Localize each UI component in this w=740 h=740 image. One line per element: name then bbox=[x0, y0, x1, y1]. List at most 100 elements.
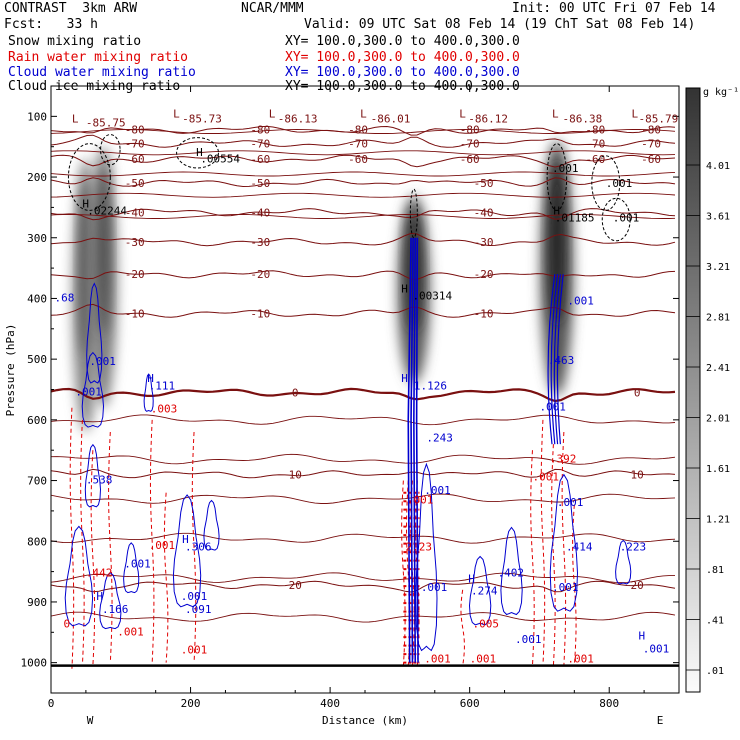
contour-annotation: .001 bbox=[552, 581, 579, 594]
cloud-water-blob-west-700 bbox=[84, 443, 102, 508]
temperature-label: -30 bbox=[474, 236, 494, 249]
contour-annotation: -86.13 bbox=[278, 112, 318, 125]
temperature-contour--50 bbox=[51, 177, 676, 188]
contour-annotation: -86.38 bbox=[562, 112, 602, 125]
cloud-water-blob-115 bbox=[123, 542, 140, 594]
colorbar-label: 1.21 bbox=[706, 515, 730, 526]
contour-annotation: .274 bbox=[471, 585, 498, 598]
temperature-label: -80 bbox=[460, 124, 480, 137]
rain-contour-0 bbox=[69, 407, 75, 669]
rain-contour-15 bbox=[561, 431, 567, 666]
snow-core-0 bbox=[79, 180, 92, 356]
colorbar-unit: g kg⁻¹ bbox=[703, 87, 739, 98]
rain-contour-6 bbox=[191, 431, 197, 663]
temperature-label: -80 bbox=[125, 124, 145, 137]
snow-core-2 bbox=[406, 210, 422, 331]
cloud-water-blob-735 bbox=[549, 473, 579, 612]
cloud-water-blob-600 bbox=[468, 555, 492, 626]
temperature-contour--30 bbox=[51, 232, 676, 247]
contour-annotation: .001 bbox=[532, 471, 559, 484]
temperature-label: -60 bbox=[641, 153, 661, 166]
legend-rain-name: Rain water mixing ratio bbox=[8, 50, 189, 65]
contour-annotation: .001 bbox=[539, 401, 566, 414]
contour-annotation: -85.75 bbox=[86, 117, 126, 130]
temperature-label: -20 bbox=[474, 268, 494, 281]
temperature-label: -40 bbox=[474, 206, 494, 219]
temperature-label: -80 bbox=[348, 124, 368, 137]
temperature-label: 10 bbox=[289, 468, 302, 481]
ice-contour-2 bbox=[100, 134, 121, 166]
contour-annotation: -86.12 bbox=[468, 112, 508, 125]
ice-contour-6 bbox=[546, 143, 568, 211]
temperature-label: -30 bbox=[125, 236, 145, 249]
ice-contour-5 bbox=[409, 188, 418, 239]
x-tick-label: 400 bbox=[320, 697, 340, 710]
contour-annotation: .001 bbox=[124, 557, 150, 570]
rain-contour-7 bbox=[401, 480, 406, 666]
contour-annotation: .001 bbox=[407, 494, 434, 507]
rain-contour-14 bbox=[551, 444, 556, 666]
temperature-label: -20 bbox=[250, 268, 270, 281]
temperature-label: -10 bbox=[250, 308, 270, 321]
temperature-contour-10 bbox=[51, 468, 676, 479]
ice-contour-1 bbox=[176, 137, 219, 169]
contour-annotation: H bbox=[401, 372, 408, 385]
forecast-hour: Fcst: 33 h bbox=[4, 17, 98, 32]
contour-annotation: 0 bbox=[64, 617, 71, 630]
contour-annotation: -86.01 bbox=[371, 112, 411, 125]
ice-contour-4 bbox=[601, 197, 631, 242]
contour-annotation: .00314 bbox=[412, 290, 452, 303]
y-tick-label: 400 bbox=[27, 292, 47, 305]
contour-annotation: .001 bbox=[557, 496, 584, 509]
cloud-water-column-center bbox=[410, 237, 414, 663]
cloud-water-blob-center-low bbox=[415, 462, 438, 652]
cloud-water-column-east bbox=[556, 274, 564, 445]
temperature-contour--20 bbox=[51, 270, 676, 280]
contour-annotation: .001 bbox=[643, 642, 670, 655]
temperature-contour-minor-4 bbox=[51, 572, 675, 584]
contour-annotation: .001 bbox=[567, 295, 594, 308]
temperature-label: -70 bbox=[250, 138, 270, 151]
contour-annotation: .02244 bbox=[87, 205, 127, 218]
contour-annotation: H bbox=[553, 205, 560, 218]
rain-contour-5 bbox=[163, 492, 169, 663]
contour-annotation: .414 bbox=[566, 540, 593, 553]
rain-contour-11 bbox=[460, 589, 465, 666]
temperature-label: -60 bbox=[585, 153, 605, 166]
contour-annotation: .442 bbox=[86, 566, 113, 579]
rain-contour-13 bbox=[540, 419, 546, 666]
x-tick-label: 800 bbox=[599, 697, 619, 710]
contour-annotation: .001 bbox=[424, 653, 451, 666]
temperature-contour-minor-5 bbox=[51, 611, 676, 623]
contour-annotation: L bbox=[360, 108, 367, 121]
temperature-label: 20 bbox=[631, 579, 644, 592]
cloud-water-column-east bbox=[550, 274, 559, 445]
y-tick-label: 100 bbox=[27, 110, 47, 123]
contour-annotation: .306 bbox=[185, 540, 212, 553]
model-title: CONTRAST 3km ARW bbox=[4, 1, 138, 16]
contour-annotation: .166 bbox=[102, 603, 129, 616]
cloud-water-blob-140 bbox=[143, 373, 154, 412]
y-tick-label: 800 bbox=[27, 535, 47, 548]
temperature-label: -60 bbox=[460, 153, 480, 166]
contour-annotation: H bbox=[468, 573, 475, 586]
temperature-contour-upper-4 bbox=[51, 214, 676, 219]
temperature-contour--10 bbox=[51, 303, 676, 318]
contour-annotation: .00554 bbox=[200, 152, 240, 165]
contour-annotation: 1.126 bbox=[414, 380, 447, 393]
rain-contour-12 bbox=[530, 450, 535, 666]
y-tick-label: 600 bbox=[27, 414, 47, 427]
temperature-label: 0 bbox=[634, 387, 641, 400]
east-label: E bbox=[657, 714, 664, 727]
temperature-contour-0 bbox=[51, 387, 676, 403]
cloud-water-column-center bbox=[413, 237, 417, 663]
temperature-label: -70 bbox=[641, 138, 661, 151]
legend-snow-xy: XY= 100.0,300.0 to 400.0,300.0 bbox=[285, 34, 520, 49]
cloud-water-column-center bbox=[415, 237, 419, 663]
temperature-label: -80 bbox=[585, 124, 605, 137]
temperature-label: -70 bbox=[348, 138, 368, 151]
temperature-label: -50 bbox=[250, 177, 270, 190]
contour-annotation: .001 bbox=[181, 644, 208, 657]
temperature-label: -60 bbox=[250, 153, 270, 166]
cloud-water-blob-west-upper bbox=[81, 351, 105, 428]
